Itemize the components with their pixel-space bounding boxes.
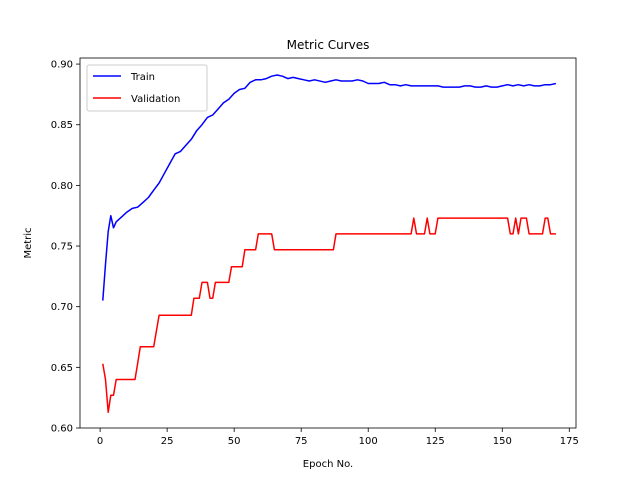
chart-title: Metric Curves (287, 38, 370, 52)
series-line-train (102, 74, 557, 301)
x-tick-label: 25 (161, 436, 174, 447)
y-tick-label: 0.65 (51, 363, 73, 374)
y-tick-label: 0.80 (51, 181, 73, 192)
y-tick-label: 0.90 (51, 60, 73, 71)
plot-frame (79, 57, 577, 429)
legend-label-validation: Validation (131, 94, 180, 105)
series-line-validation (102, 217, 556, 413)
series-layer (102, 74, 557, 413)
y-tick-label: 0.70 (51, 302, 73, 313)
x-tick-label: 0 (97, 436, 103, 447)
y-tick-label: 0.75 (51, 242, 73, 253)
legend-label-train: Train (130, 72, 155, 83)
x-tick-label: 175 (560, 436, 579, 447)
y-tick-label: 0.60 (51, 424, 73, 435)
plot-area (80, 58, 576, 428)
x-tick-label: 75 (295, 436, 308, 447)
legend: Train Validation (86, 64, 208, 112)
x-tick-label: 100 (359, 436, 378, 447)
x-tick-label: 50 (228, 436, 241, 447)
x-tick-label: 150 (493, 436, 512, 447)
axes-layer: 0 25 50 75 100 125 150 175 0.60 0.65 0.70 0.75 0.80 0… (51, 57, 579, 447)
y-tick-label: 0.85 (51, 120, 73, 131)
y-axis-label: Metric (23, 227, 34, 258)
x-tick-label: 125 (426, 436, 445, 447)
x-axis-label: Epoch No. (303, 459, 353, 470)
